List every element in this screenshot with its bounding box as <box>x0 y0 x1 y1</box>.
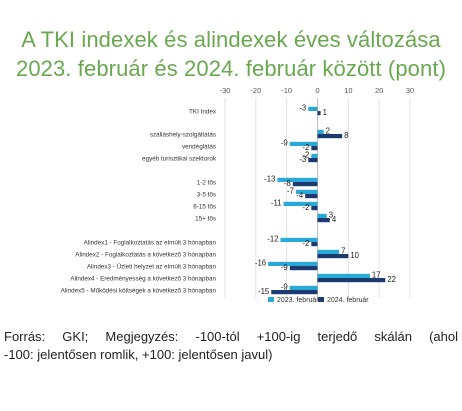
bar-2024 <box>317 218 330 223</box>
data-label: -2 <box>302 203 309 212</box>
legend-label: 2024. február <box>327 297 369 304</box>
bar-2023 <box>317 129 324 134</box>
legend-swatch <box>318 297 324 302</box>
data-label: 7 <box>341 247 345 256</box>
bar-2023 <box>268 261 318 266</box>
category-label: Alindex1 - Foglalkoztatás az elmúlt 3 hó… <box>84 240 217 247</box>
bar-2023 <box>308 106 318 111</box>
chart-title-line-1: A TKI indexek és alindexek éves változás… <box>21 27 441 52</box>
data-label: -9 <box>281 139 288 148</box>
data-label: 2 <box>326 127 330 136</box>
bar-2024 <box>308 158 318 163</box>
data-label: -3 <box>299 104 306 113</box>
data-label: -12 <box>267 235 278 244</box>
data-label: -2 <box>302 143 309 152</box>
bar-2023 <box>295 189 318 194</box>
category-label: Alindex4 - Eredményesség a következő 3 h… <box>70 276 216 283</box>
data-label: 3 <box>329 211 333 220</box>
data-label: -11 <box>271 199 282 208</box>
category-label: Alindex2 - Foglalkoztatás a következő 3 … <box>75 252 216 259</box>
category-label: Alindex3 - Üzleti helyzet az elmúlt 3 hó… <box>87 263 217 271</box>
x-tick-label: -20 <box>250 86 261 95</box>
category-label: Alindex5 - Működési költségek a következ… <box>61 288 217 295</box>
bar-2024 <box>311 146 318 151</box>
category-label: 15+ fős <box>195 216 216 223</box>
source-note-line-2: -100: jelentősen romlik, +100: jelentőse… <box>4 347 273 362</box>
data-label: 22 <box>387 275 396 284</box>
bar-2024 <box>271 290 318 295</box>
data-label: -16 <box>255 259 266 268</box>
data-label: -13 <box>264 175 275 184</box>
data-label: -9 <box>281 283 288 292</box>
data-label: 8 <box>344 131 348 140</box>
data-label: -7 <box>287 187 294 196</box>
category-label: 6-15 fős <box>193 204 216 211</box>
legend-swatch <box>268 297 274 302</box>
bar-2024 <box>305 194 318 199</box>
category-label: vendéglátás <box>182 144 216 151</box>
bar-2023 <box>317 273 370 278</box>
bar-2023 <box>317 249 340 254</box>
category-label: TKI Index <box>189 109 217 116</box>
bar-2023 <box>289 141 318 146</box>
category-label: egyéb turisztikai szektorok <box>142 156 217 163</box>
data-label: -8 <box>284 179 291 188</box>
legend-label: 2023. február <box>277 297 319 304</box>
bar-2024 <box>311 206 318 211</box>
category-label: szálláshely-szolgáltatás <box>150 132 216 139</box>
x-tick-label: -10 <box>281 86 292 95</box>
bar-2023 <box>311 153 318 158</box>
category-label: 1-2 fős <box>197 180 216 187</box>
chart-title-line-2: 2023. február és 2024. február között (p… <box>16 56 446 81</box>
category-label: 3-5 fős <box>197 192 216 199</box>
bar-2024 <box>317 134 343 139</box>
data-label: -2 <box>302 151 309 160</box>
data-label: 1 <box>323 108 327 117</box>
bar-2024 <box>289 266 318 271</box>
data-label: -9 <box>281 263 288 272</box>
bar-2024 <box>311 242 318 247</box>
data-label: -15 <box>258 287 270 296</box>
x-tick-label: 20 <box>375 86 383 95</box>
bar-2024 <box>317 111 321 116</box>
bar-2023 <box>280 237 318 242</box>
x-tick-label: -30 <box>220 86 231 95</box>
data-label: -3 <box>299 155 306 164</box>
data-label: -4 <box>296 191 304 200</box>
x-tick-label: 30 <box>406 86 414 95</box>
bar-2023 <box>317 213 327 218</box>
source-note-line-1: Forrás: GKI; Megjegyzés: -100-tól +100-i… <box>4 329 458 344</box>
data-label: 17 <box>372 271 381 280</box>
data-label: 4 <box>332 215 337 224</box>
x-tick-label: 10 <box>344 86 352 95</box>
bar-chart: -30 -20 -10 0 10 20 30 TKI Index szálláshely-szo… <box>61 86 415 304</box>
bar-2024 <box>317 254 349 259</box>
bar-2023 <box>289 285 318 290</box>
bar-2023 <box>283 201 318 206</box>
bar-2023 <box>277 177 318 182</box>
data-label: 10 <box>350 251 359 260</box>
bar-2024 <box>317 278 386 283</box>
x-tick-label: 0 <box>315 86 319 95</box>
bar-2024 <box>292 182 318 187</box>
data-label: -2 <box>302 239 309 248</box>
